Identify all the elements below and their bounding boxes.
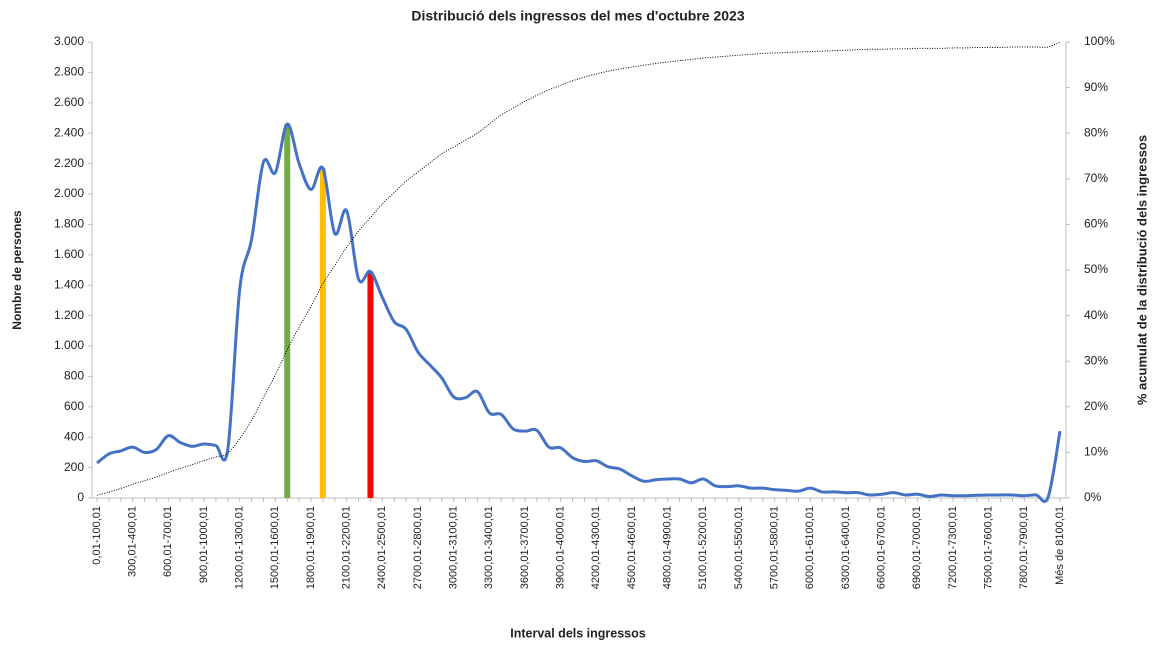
x-tick-label: 7800,01-7900,01 — [1018, 506, 1030, 589]
y2-tick-label: 20% — [1084, 399, 1108, 413]
y-tick-label: 1.200 — [54, 308, 84, 322]
x-tick-label: 3000,01-3100,01 — [448, 506, 460, 589]
x-tick-label: 1800,01-1900,01 — [305, 506, 317, 589]
x-tick-label: 3900,01-4000,01 — [555, 506, 567, 589]
x-tick-label: 2700,01-2800,01 — [412, 506, 424, 589]
y2-tick-label: 50% — [1084, 262, 1108, 276]
y2-tick-label: 40% — [1084, 308, 1108, 322]
y2-tick-label: 0% — [1084, 490, 1102, 504]
y-tick-label: 200 — [64, 460, 84, 474]
cumulative-line — [96, 41, 1061, 496]
x-tick-label: 7200,01-7300,01 — [947, 506, 959, 589]
y-tick-label: 400 — [64, 429, 84, 443]
x-tick-label: 300,01-400,01 — [127, 506, 139, 577]
x-tick-label: 3300,01-3400,01 — [483, 506, 495, 589]
y2-tick-label: 100% — [1084, 34, 1115, 48]
y-tick-label: 1.400 — [54, 277, 84, 291]
y-tick-label: 1.800 — [54, 217, 84, 231]
x-tick-label: Més de 8100,01 — [1054, 506, 1066, 585]
x-tick-label: 6000,01-6100,01 — [804, 506, 816, 589]
y-tick-label: 800 — [64, 369, 84, 383]
highlight-bar — [367, 271, 374, 498]
y-tick-label: 2.000 — [54, 186, 84, 200]
x-tick-label: 4500,01-4600,01 — [626, 506, 638, 589]
x-tick-label: 5400,01-5500,01 — [733, 506, 745, 589]
x-tick-label: 7500,01-7600,01 — [983, 506, 995, 589]
x-tick-label: 1500,01-1600,01 — [269, 506, 281, 589]
y2-tick-label: 90% — [1084, 80, 1108, 94]
x-tick-label: 1200,01-1300,01 — [234, 506, 246, 589]
y2-tick-label: 70% — [1084, 171, 1108, 185]
y-tick-label: 3.000 — [54, 34, 84, 48]
y-tick-label: 2.400 — [54, 125, 84, 139]
x-tick-label: 600,01-700,01 — [162, 506, 174, 577]
x-tick-label: 2400,01-2500,01 — [376, 506, 388, 589]
x-tick-label: 6600,01-6700,01 — [876, 506, 888, 589]
x-tick-label: 6300,01-6400,01 — [840, 506, 852, 589]
y-tick-label: 1.600 — [54, 247, 84, 261]
highlight-bar — [284, 124, 291, 498]
y2-tick-label: 80% — [1084, 125, 1108, 139]
y-tick-label: 1.000 — [54, 338, 84, 352]
x-tick-label: 900,01-1000,01 — [198, 506, 210, 583]
y-axis-title: Nombre de persones — [10, 210, 24, 330]
y2-tick-label: 10% — [1084, 445, 1108, 459]
series-line — [96, 122, 1062, 503]
x-tick-label: 5700,01-5800,01 — [769, 506, 781, 589]
x-tick-label: 2100,01-2200,01 — [341, 506, 353, 589]
y-tick-label: 600 — [64, 399, 84, 413]
x-tick-label: 6900,01-7000,01 — [911, 506, 923, 589]
chart-title: Distribució dels ingressos del mes d'oct… — [411, 8, 744, 24]
y-tick-label: 2.800 — [54, 65, 84, 79]
x-tick-label: 5100,01-5200,01 — [697, 506, 709, 589]
highlight-bar — [319, 168, 326, 498]
y2-tick-label: 30% — [1084, 353, 1108, 367]
y2-tick-label: 60% — [1084, 217, 1108, 231]
x-tick-label: 0,01-100,01 — [91, 506, 103, 565]
x-tick-label: 4800,01-4900,01 — [662, 506, 674, 589]
x-tick-label: 3600,01-3700,01 — [519, 506, 531, 589]
y2-axis-title: % acumulat de la distribució dels ingres… — [1134, 135, 1149, 405]
x-tick-label: 4200,01-4300,01 — [590, 506, 602, 589]
y-tick-label: 2.600 — [54, 95, 84, 109]
y-tick-label: 0 — [77, 490, 84, 504]
y-tick-label: 2.200 — [54, 156, 84, 170]
x-axis-title: Interval dels ingressos — [510, 626, 646, 640]
